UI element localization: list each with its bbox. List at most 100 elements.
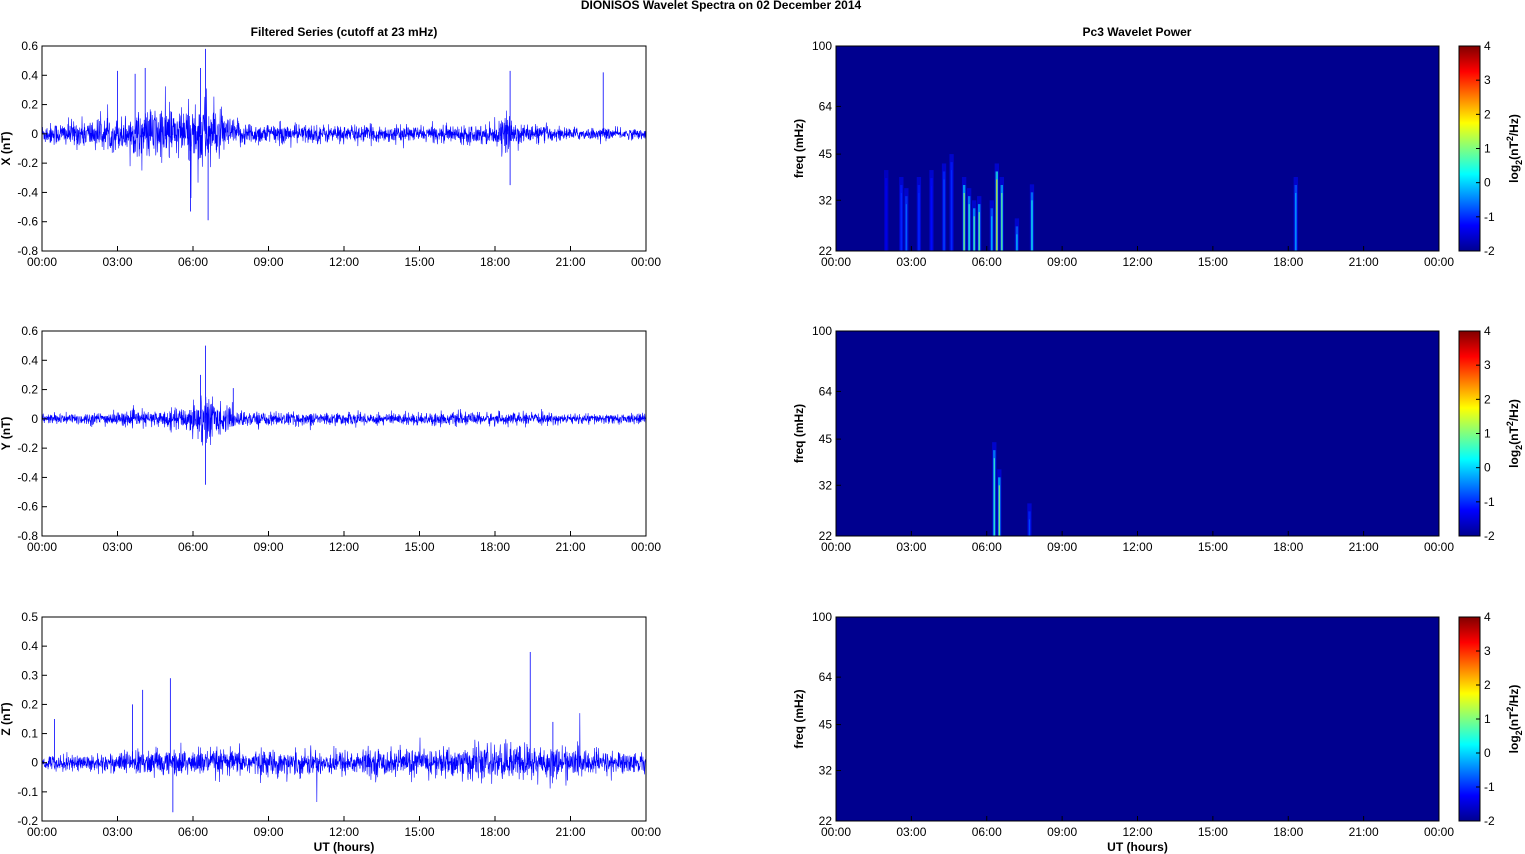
colorbar-tick-label: 1 [1484,427,1491,441]
power-burst [998,485,1000,536]
y-tick-label: 64 [819,384,833,398]
x-tick-label: 15:00 [404,540,434,554]
x-tick-label: 06:00 [178,540,208,554]
x-tick-label: 03:00 [102,255,132,269]
x-tick-label: 03:00 [102,540,132,554]
power-burst [930,186,933,251]
y-axis-label: freq (mHz) [792,689,806,748]
colorbar-tick-label: 0 [1484,461,1491,475]
y-tick-label: 32 [819,193,833,207]
figure-title: DIONISOS Wavelet Spectra on 02 December … [581,0,862,12]
x-tick-label: 06:00 [972,255,1002,269]
colorbar-tick-label: 4 [1484,39,1491,53]
y-tick-label: 32 [819,764,833,778]
x-tick-label: 06:00 [178,825,208,839]
y-tick-label: -0.8 [17,529,38,543]
x-tick-label: 00:00 [821,540,851,554]
y-series-panel: 0.6 0.4 0.2 0 -0.2 -0.4 -0.6 -0.8 Y (nT) 00:00 03:… [0,324,661,554]
plot-area [42,331,646,536]
y-tick-label: -0.1 [17,785,38,799]
y-tick-label: -0.2 [17,441,38,455]
x-tick-label: 03:00 [896,540,926,554]
power-burst [968,204,970,251]
x-tick-label: 21:00 [1349,540,1379,554]
power-burst [1016,234,1018,251]
x-tick-label: 00:00 [27,255,57,269]
x-tick-label: 00:00 [1424,255,1454,269]
colorbar-tick-label: 2 [1484,107,1491,121]
x-tick-label: 03:00 [896,825,926,839]
x-tick-label: 18:00 [1273,540,1303,554]
x-tick-label: 09:00 [1047,255,1077,269]
x-tick-label: 09:00 [253,540,283,554]
y-tick-label: 22 [819,244,833,258]
x-tick-label: 15:00 [1198,255,1228,269]
y-tick-label: 32 [819,478,833,492]
colorbar-tick-label: 3 [1484,73,1491,87]
x-tick-label: 18:00 [1273,825,1303,839]
power-burst [973,216,975,251]
x-tick-label: 09:00 [1047,825,1077,839]
x-tick-label: 21:00 [1349,825,1379,839]
power-burst [1295,193,1297,251]
x-tick-label: 15:00 [1198,540,1228,554]
y-axis-label: X (nT) [0,132,13,166]
colorbar-tick-label: 2 [1484,392,1491,406]
x-tick-label: 00:00 [631,540,661,554]
y-tick-label: -0.2 [17,814,38,828]
x-tick-label: 03:00 [102,825,132,839]
x-axis-label: UT (hours) [1107,840,1168,854]
colorbar-label: log2(nT2/Hz) [1505,114,1524,183]
power-burst [900,193,902,251]
y-axis-label: freq (mHz) [792,119,806,178]
x-tick-label: 15:00 [404,825,434,839]
colorbar-tick-label: -1 [1484,780,1495,794]
y-tick-label: 0.2 [21,697,38,711]
x-tick-label: 18:00 [1273,255,1303,269]
y-axis-label: Y (nT) [0,417,13,451]
plot-area [42,46,646,251]
x-tick-label: 09:00 [253,255,283,269]
colorbar-tick-label: 0 [1484,746,1491,760]
x-tick-label: 09:00 [1047,540,1077,554]
y-tick-label: -0.6 [17,500,38,514]
y-tick-label: 0.1 [21,727,38,741]
y-tick-label: 100 [812,324,832,338]
x-tick-label: 21:00 [555,540,585,554]
power-burst [1028,519,1031,536]
y-tick-label: 0.5 [21,610,38,624]
x-tick-label: 00:00 [821,825,851,839]
x-tick-label: 00:00 [27,825,57,839]
colorbar-tick-label: -2 [1484,244,1495,258]
x-tick-label: 21:00 [1349,255,1379,269]
power-burst [963,193,965,251]
spectrogram-background [836,617,1439,821]
y-tick-label: 0 [31,756,38,770]
power-burst [1031,200,1033,251]
y-tick-label: 64 [819,99,833,113]
power-burst [978,212,980,251]
colorbar-tick-label: 3 [1484,358,1491,372]
y-tick-label: 0.6 [21,39,38,53]
power-burst [1001,193,1003,251]
x-tick-label: 18:00 [480,540,510,554]
colorbar-tick-label: 1 [1484,712,1491,726]
y-tick-label: 0.2 [21,383,38,397]
y-tick-label: 45 [819,432,833,446]
x-tick-label: 12:00 [1122,540,1152,554]
x-tick-label: 06:00 [178,255,208,269]
y-tick-label: -0.4 [17,185,38,199]
y-tick-label: 0.4 [21,353,38,367]
x-tick-label: 00:00 [27,540,57,554]
x-tick-label: 12:00 [329,825,359,839]
x-tick-label: 00:00 [631,255,661,269]
y-tick-label: 100 [812,610,832,624]
y-axis-label: freq (mHz) [792,404,806,463]
x-tick-label: 12:00 [1122,825,1152,839]
x-tick-label: 15:00 [1198,825,1228,839]
y-tick-label: -0.8 [17,244,38,258]
x-tick-label: 00:00 [821,255,851,269]
